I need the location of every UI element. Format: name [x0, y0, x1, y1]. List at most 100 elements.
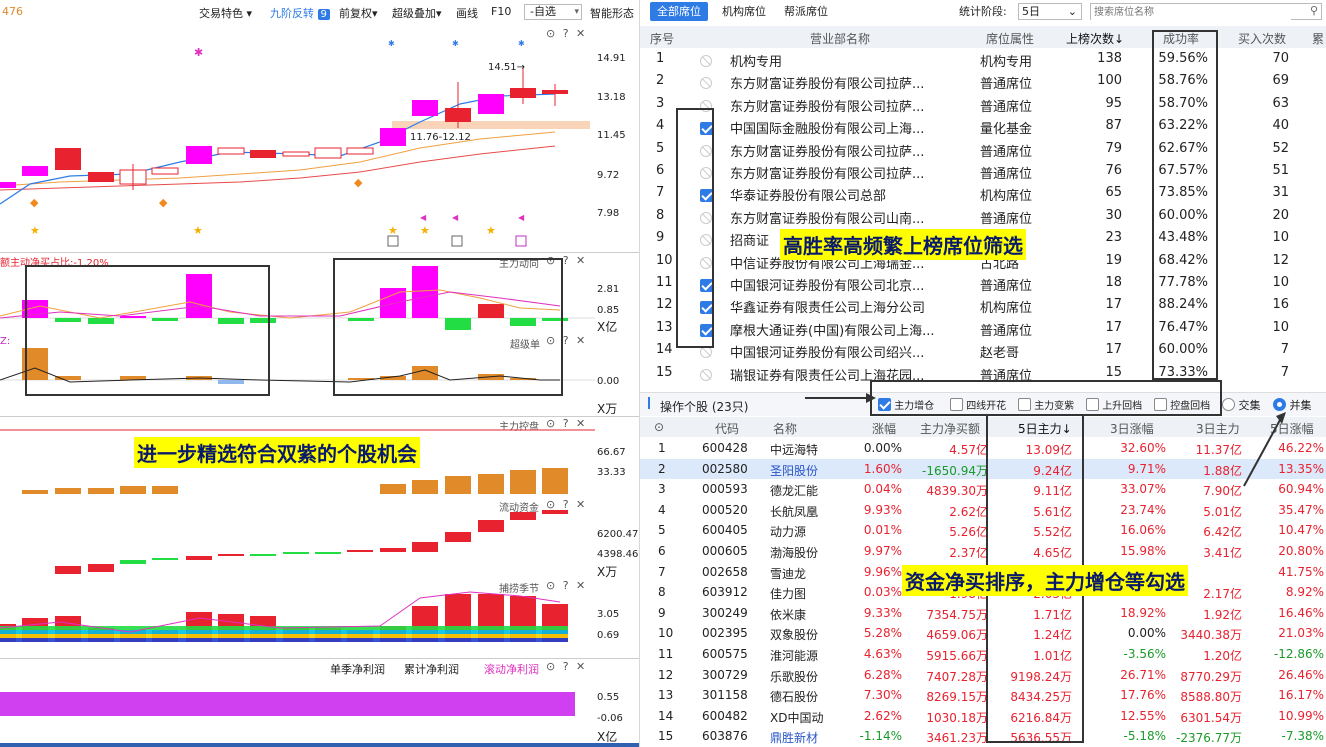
control-bar: [88, 488, 114, 494]
seat-row[interactable]: 4 中国国际金融股份有限公司上海... 量化基金 87 63.22% 40: [640, 115, 1326, 137]
main-force-panel-icons[interactable]: ⊙ ? ✕: [546, 254, 588, 267]
stock-row[interactable]: 14 600482 XD中国动 2.62% 1030.18万 6216.84万 12.55%…: [640, 706, 1326, 727]
control-bar: [412, 480, 438, 494]
draw-line-button[interactable]: 画线: [456, 7, 478, 20]
seat-row[interactable]: 6 东方财富证券股份有限公司拉萨... 普通席位 76 67.57% 51: [640, 160, 1326, 182]
stock-row[interactable]: 12 300729 乐歌股份 6.28% 7407.28万 9198.24万 26.71% 8…: [640, 665, 1326, 686]
stock-row[interactable]: 1 600428 中远海特 0.00% 4.57亿 13.09亿 32.60% 11.37亿 4…: [640, 438, 1326, 459]
seat-no: 1: [656, 51, 665, 66]
adjust-menu[interactable]: 前复权▾: [339, 7, 378, 20]
seat-success-rate: 60.00%: [1158, 342, 1208, 358]
seat-search-input[interactable]: [1091, 5, 1291, 20]
filter-checkbox[interactable]: [1018, 398, 1031, 411]
radio-intersection[interactable]: 交集: [1222, 397, 1261, 413]
seat-row[interactable]: 15 瑞银证券有限责任公司上海花园... 普通席位 15 73.33% 7: [640, 362, 1326, 384]
stat-period-select[interactable]: 5日 ⌄: [1018, 3, 1082, 20]
tab-institution-seats[interactable]: 机构席位: [722, 5, 766, 18]
seat-row[interactable]: 1 机构专用 机构专用 138 59.56% 70: [640, 48, 1326, 70]
col-settings-icon[interactable]: ⊙: [654, 420, 665, 434]
stock-3d-main: 11.37亿: [1195, 443, 1242, 457]
profit-panel-icons[interactable]: ⊙ ? ✕: [546, 660, 588, 673]
col-change[interactable]: 涨幅: [872, 422, 897, 436]
profit-tab-quarter[interactable]: 单季净利润: [330, 663, 385, 676]
stock-row[interactable]: 6 000605 渤海股份 9.97% 2.37亿 4.65亿 15.98% 3.41亿 20.…: [640, 541, 1326, 562]
seat-row[interactable]: 12 华鑫证券有限责任公司上海分公司 机构席位 17 88.24% 16: [640, 294, 1326, 316]
seat-row[interactable]: 3 东方财富证券股份有限公司拉萨... 普通席位 95 58.70% 63: [640, 93, 1326, 115]
filter-checkbox[interactable]: [878, 398, 891, 411]
main-force-bar: [88, 318, 114, 324]
col-success-rate[interactable]: 成功率: [1163, 32, 1200, 46]
tab-all-seats[interactable]: 全部席位: [650, 2, 708, 21]
stock-code: 300729: [702, 667, 748, 682]
seat-row[interactable]: 9 招商证 23 43.48% 10: [640, 227, 1326, 249]
stock-row[interactable]: 7 002658 雪迪龙 9.96% 41.75%: [640, 562, 1326, 583]
col-extra[interactable]: 累: [1312, 32, 1325, 46]
smart-pattern-button[interactable]: 智能形态: [590, 7, 634, 20]
filter-checkbox[interactable]: [950, 398, 963, 411]
search-icon[interactable]: ⚲: [1309, 4, 1318, 17]
seat-row[interactable]: 8 东方财富证券股份有限公司山南... 普通席位 30 60.00% 20: [640, 205, 1326, 227]
stock-row[interactable]: 13 301158 德石股份 7.30% 8269.15万 8434.25万 17.76% 8…: [640, 685, 1326, 706]
filter-label: 四线开花: [966, 401, 1007, 412]
seat-row[interactable]: 5 东方财富证券股份有限公司拉萨... 普通席位 79 62.67% 52: [640, 138, 1326, 160]
kline-panel-icons[interactable]: ⊙ ? ✕: [546, 27, 588, 40]
col-branch-name[interactable]: 营业部名称: [810, 32, 871, 46]
flow-fund-panel-icons[interactable]: ⊙ ? ✕: [546, 498, 588, 511]
stock-row[interactable]: 2 002580 圣阳股份 1.60% -1650.94万 9.24亿 9.71% 1.88亿…: [640, 458, 1326, 480]
stock-5d-main: 9198.24万: [1010, 669, 1072, 684]
trade-feature-menu[interactable]: 交易特色 ▾: [199, 7, 253, 20]
col-seat-attr[interactable]: 席位属性: [986, 32, 1035, 46]
col-stock-name[interactable]: 名称: [773, 422, 798, 436]
seat-row[interactable]: 13 摩根大通证券(中国)有限公司上海... 普通席位 17 76.47% 10: [640, 317, 1326, 339]
stock-5d-change: 13.35%: [1278, 461, 1324, 476]
stock-5d-change: -12.86%: [1273, 647, 1324, 661]
overlay-menu[interactable]: 超级叠加▾: [392, 7, 442, 20]
col-buy-count[interactable]: 买入次数: [1238, 32, 1287, 46]
filter-option[interactable]: 主力变紫: [1018, 397, 1074, 412]
col-3d-change[interactable]: 3日涨幅: [1110, 422, 1154, 436]
filter-checkbox[interactable]: [1154, 398, 1167, 411]
tab-gang-seats[interactable]: 帮派席位: [784, 5, 828, 18]
f10-button[interactable]: F10: [491, 5, 512, 18]
stock-3d-main: 6.42亿: [1203, 525, 1242, 540]
col-5d-main[interactable]: 5日主力↓: [1018, 422, 1072, 436]
seat-attr: 普通席位: [980, 211, 1033, 227]
stock-row[interactable]: 15 603876 鼎胜新材 -1.14% 3461.23万 5636.55万 -5.18%…: [640, 726, 1326, 747]
col-5d-change[interactable]: 5日涨幅: [1270, 422, 1314, 436]
nine-step-reversal-button[interactable]: 九阶反转 9: [270, 5, 330, 21]
super-order-panel-icons[interactable]: ⊙ ? ✕: [546, 334, 588, 347]
filter-checkbox[interactable]: [1086, 398, 1099, 411]
seat-row[interactable]: 11 中国银河证券股份有限公司北京... 普通席位 18 77.78% 10: [640, 272, 1326, 294]
seat-buy-count: 52: [1272, 140, 1289, 156]
seat-row[interactable]: 7 华泰证券股份有限公司总部 机构席位 65 73.85% 31: [640, 182, 1326, 204]
col-main-net-buy[interactable]: 主力净买额: [920, 422, 981, 436]
col-3d-main[interactable]: 3日主力: [1196, 422, 1240, 436]
main-force-bar: [380, 288, 406, 318]
stock-row[interactable]: 3 000593 德龙汇能 0.04% 4839.30万 9.11亿 33.07% 7.90亿…: [640, 479, 1326, 500]
col-code[interactable]: 代码: [715, 422, 740, 436]
watchlist-select[interactable]: -自选 ▾: [524, 4, 582, 20]
stock-row[interactable]: 9 300249 依米康 9.33% 7354.75万 1.71亿 18.92% 1.92亿 1…: [640, 603, 1326, 624]
filter-option[interactable]: 上升回档: [1086, 397, 1142, 412]
col-no[interactable]: 序号: [650, 32, 675, 46]
stock-row[interactable]: 5 600405 动力源 0.01% 5.26亿 5.52亿 16.06% 6.42亿 10.4…: [640, 520, 1326, 541]
profit-tab-cumulative[interactable]: 累计净利润: [404, 663, 459, 676]
control-panel-icons[interactable]: ⊙ ? ✕: [546, 417, 588, 430]
stock-row[interactable]: 4 000520 长航凤凰 9.93% 2.62亿 5.61亿 23.74% 5.01亿 35.…: [640, 500, 1326, 521]
control-bar: [380, 484, 406, 494]
filter-option[interactable]: 四线开花: [950, 397, 1006, 412]
panel-divider: [0, 416, 639, 417]
profit-tab-rolling[interactable]: 滚动净利润: [484, 663, 539, 676]
seat-list-count: 15: [1105, 364, 1122, 380]
filter-option[interactable]: 控盘回档: [1154, 397, 1210, 412]
stock-row[interactable]: 10 002395 双象股份 5.28% 4659.06万 1.24亿 0.00% 3440.…: [640, 623, 1326, 644]
filter-option[interactable]: 主力增仓: [878, 397, 934, 412]
stock-row[interactable]: 11 600575 淮河能源 4.63% 5915.66万 1.01亿 -3.56% 1.20…: [640, 644, 1326, 665]
radio-union[interactable]: 并集: [1273, 397, 1312, 413]
seat-row[interactable]: 2 东方财富证券股份有限公司拉萨... 普通席位 100 58.76% 69: [640, 70, 1326, 92]
seat-search[interactable]: ⚲: [1090, 3, 1322, 20]
fishing-season-panel-icons[interactable]: ⊙ ? ✕: [546, 579, 588, 592]
col-list-count[interactable]: 上榜次数↓: [1066, 32, 1125, 46]
seat-row[interactable]: 10 中信证券股份有限公司上海瑞金... 古北路 19 68.42% 12: [640, 250, 1326, 272]
seat-row[interactable]: 14 中国银河证券股份有限公司绍兴... 赵老哥 17 60.00% 7: [640, 339, 1326, 361]
